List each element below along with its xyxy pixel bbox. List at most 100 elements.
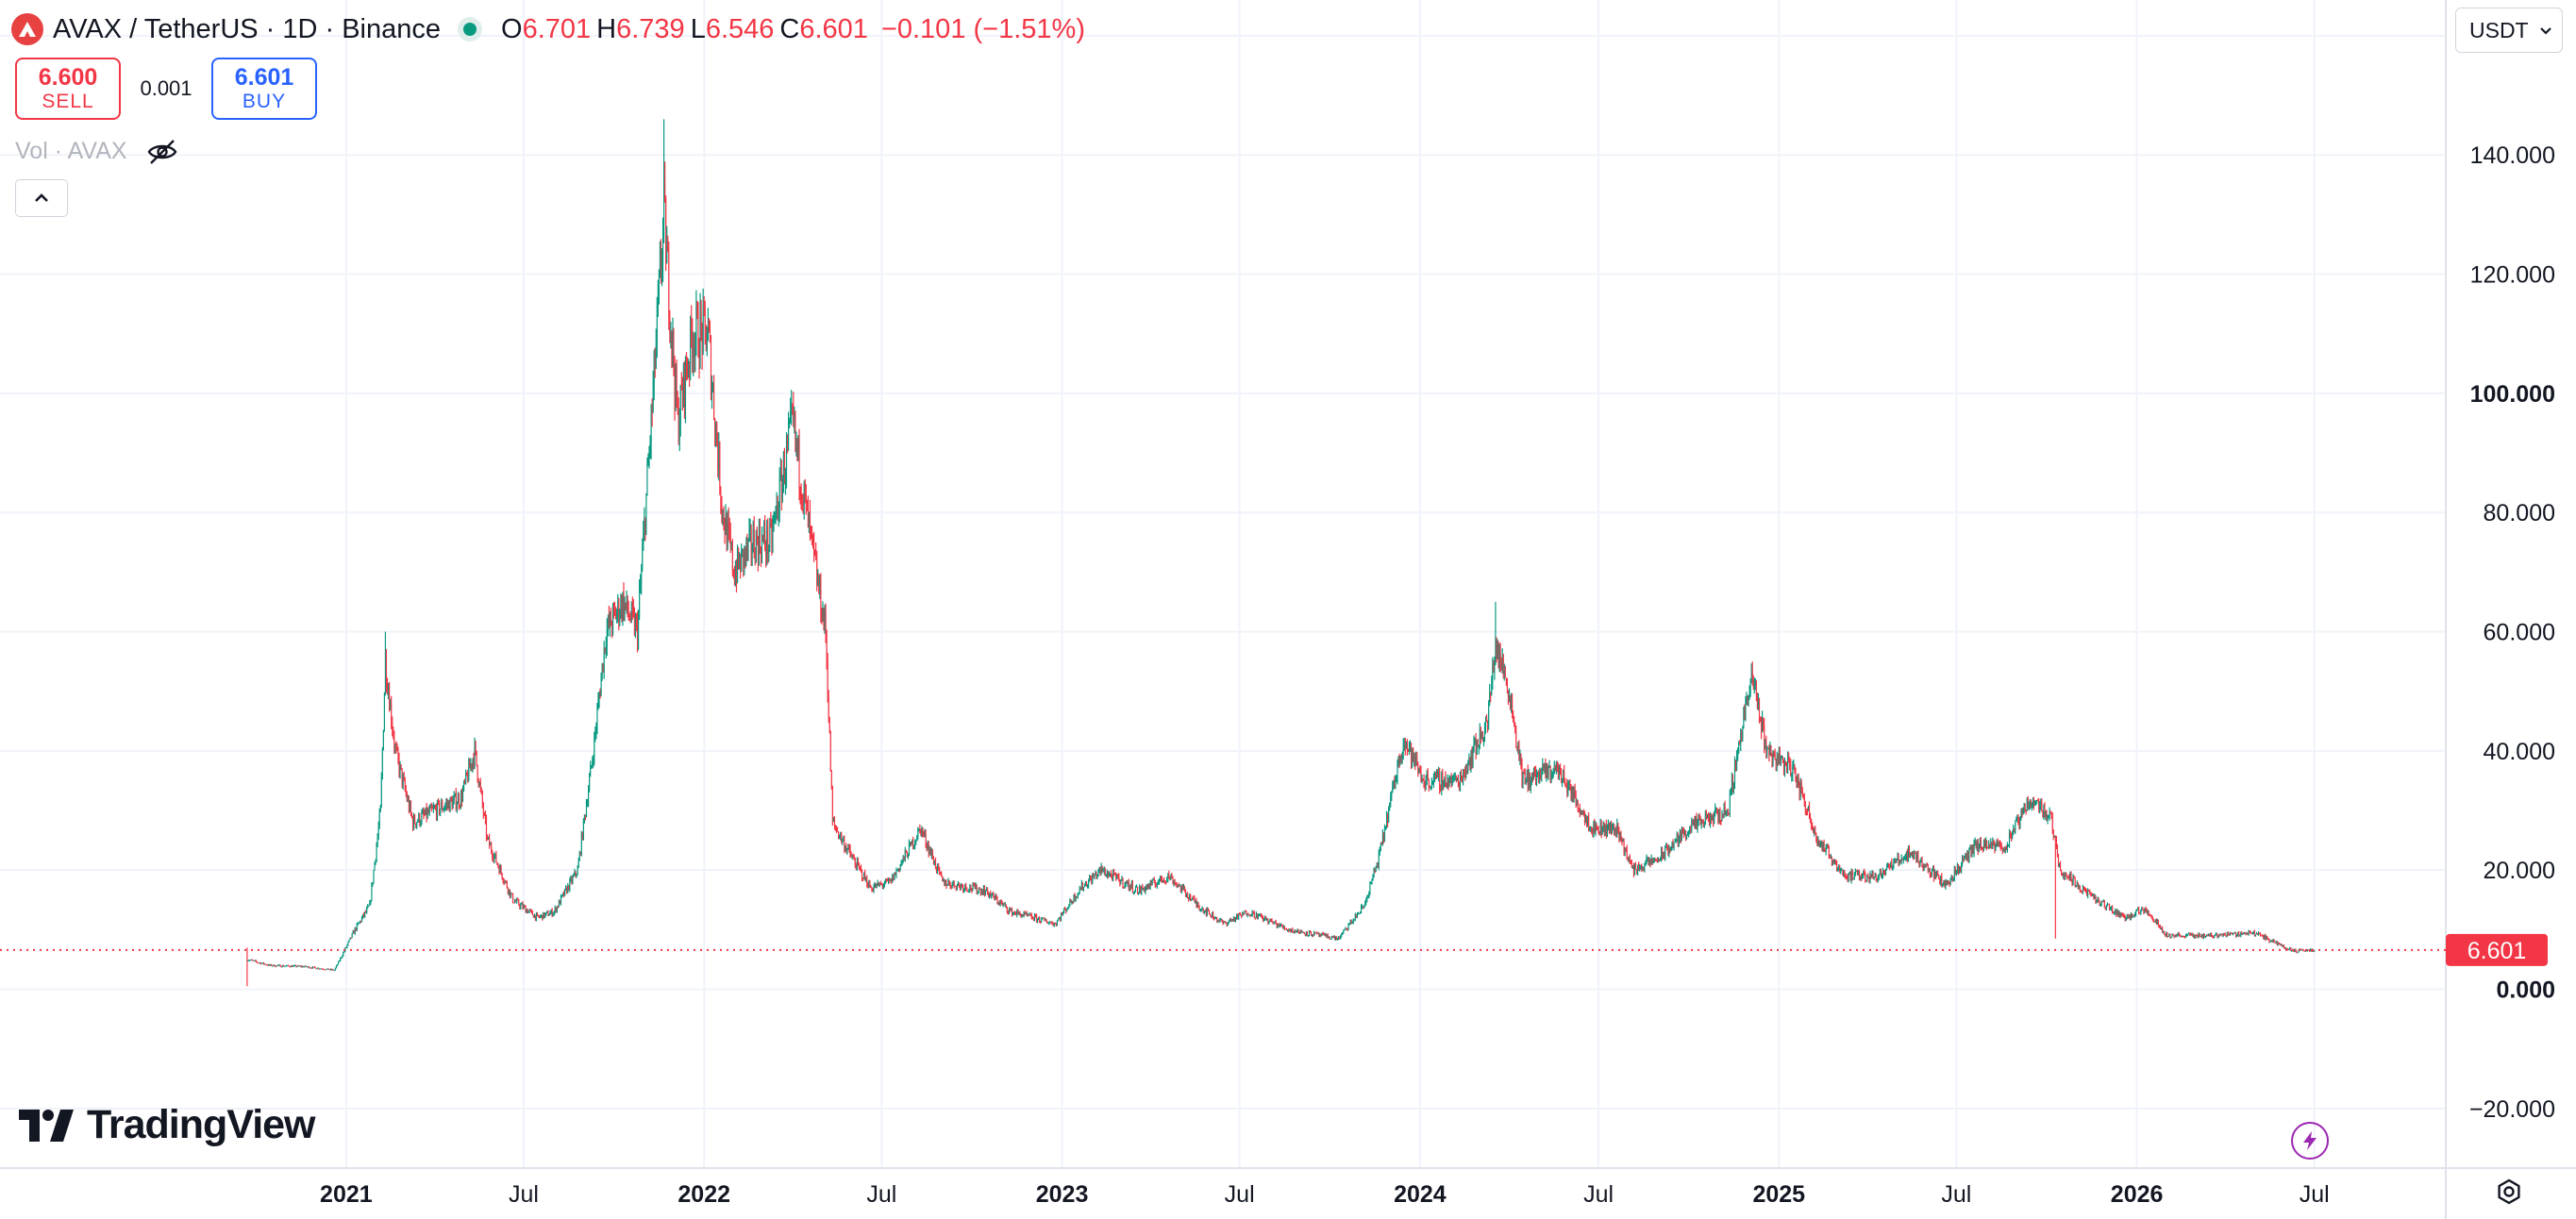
- candle[interactable]: [1458, 781, 1461, 792]
- candle[interactable]: [1672, 839, 1674, 849]
- candle[interactable]: [800, 483, 802, 510]
- candle[interactable]: [952, 880, 954, 887]
- candle[interactable]: [1817, 836, 1819, 847]
- candle[interactable]: [1094, 874, 1096, 880]
- candle[interactable]: [257, 961, 259, 963]
- candle[interactable]: [1800, 778, 1802, 794]
- candle[interactable]: [352, 929, 354, 934]
- candle[interactable]: [1785, 761, 1788, 774]
- candle[interactable]: [786, 434, 789, 454]
- candle[interactable]: [1750, 663, 1752, 684]
- candle[interactable]: [1006, 906, 1008, 914]
- candle[interactable]: [861, 877, 864, 882]
- candle[interactable]: [1102, 867, 1104, 873]
- candle[interactable]: [1079, 887, 1081, 891]
- candle[interactable]: [370, 899, 372, 906]
- candle[interactable]: [1628, 856, 1630, 863]
- candle[interactable]: [1718, 809, 1720, 824]
- candle[interactable]: [312, 966, 315, 968]
- candle[interactable]: [1789, 757, 1791, 771]
- candle[interactable]: [288, 965, 291, 967]
- candle[interactable]: [677, 397, 679, 445]
- candle[interactable]: [1505, 677, 1507, 687]
- candle[interactable]: [273, 964, 275, 967]
- candle[interactable]: [1576, 798, 1578, 807]
- candle[interactable]: [696, 300, 698, 320]
- candle[interactable]: [1310, 931, 1313, 936]
- candle[interactable]: [360, 915, 363, 923]
- candle[interactable]: [1746, 692, 1748, 706]
- candle[interactable]: [809, 499, 811, 542]
- candle[interactable]: [300, 965, 302, 968]
- candle[interactable]: [549, 910, 551, 915]
- candle[interactable]: [415, 823, 417, 828]
- candle[interactable]: [434, 804, 437, 810]
- candle[interactable]: [1377, 861, 1379, 869]
- candle[interactable]: [734, 560, 737, 587]
- candle[interactable]: [834, 825, 837, 831]
- candle[interactable]: [1755, 679, 1757, 702]
- candle[interactable]: [1723, 802, 1725, 818]
- candle[interactable]: [1251, 910, 1253, 917]
- candle[interactable]: [988, 891, 990, 898]
- candle[interactable]: [293, 964, 295, 967]
- candle[interactable]: [683, 360, 686, 419]
- candle[interactable]: [1278, 922, 1280, 927]
- candle[interactable]: [1473, 735, 1475, 753]
- candle[interactable]: [585, 798, 588, 818]
- candle[interactable]: [1494, 656, 1496, 680]
- candle[interactable]: [1849, 871, 1851, 881]
- candle[interactable]: [441, 797, 443, 810]
- candle[interactable]: [666, 225, 668, 264]
- candle[interactable]: [1108, 871, 1111, 877]
- candle[interactable]: [1651, 858, 1653, 866]
- candle[interactable]: [1524, 768, 1526, 785]
- candle[interactable]: [1707, 811, 1710, 823]
- candle[interactable]: [929, 846, 931, 857]
- candle[interactable]: [1766, 745, 1768, 759]
- candle[interactable]: [385, 648, 388, 693]
- candle[interactable]: [408, 795, 410, 814]
- candle[interactable]: [260, 962, 263, 965]
- candle[interactable]: [1042, 917, 1044, 920]
- candle[interactable]: [1151, 878, 1153, 886]
- candle[interactable]: [1319, 933, 1321, 938]
- candle[interactable]: [557, 905, 559, 909]
- candle[interactable]: [768, 544, 770, 562]
- candle[interactable]: [1343, 929, 1345, 934]
- candle[interactable]: [1406, 739, 1408, 756]
- candle[interactable]: [1695, 815, 1697, 829]
- candle[interactable]: [1153, 877, 1155, 884]
- candle[interactable]: [1832, 860, 1834, 866]
- candle[interactable]: [461, 785, 464, 803]
- candle[interactable]: [1531, 772, 1532, 786]
- candle[interactable]: [1215, 916, 1217, 920]
- candle[interactable]: [1699, 815, 1701, 826]
- candle[interactable]: [1070, 898, 1072, 903]
- candle[interactable]: [1807, 805, 1810, 811]
- candle[interactable]: [1660, 846, 1663, 862]
- candle[interactable]: [1299, 929, 1301, 934]
- candle[interactable]: [1156, 882, 1158, 890]
- candle[interactable]: [1829, 854, 1831, 859]
- candle[interactable]: [1542, 758, 1544, 775]
- candle[interactable]: [1553, 760, 1555, 775]
- candle[interactable]: [412, 812, 415, 830]
- candle[interactable]: [1041, 916, 1043, 923]
- candle[interactable]: [1774, 748, 1776, 760]
- candle[interactable]: [1681, 827, 1684, 834]
- candle[interactable]: [1030, 912, 1032, 920]
- candle[interactable]: [926, 843, 928, 852]
- candle[interactable]: [1019, 910, 1021, 916]
- candle[interactable]: [637, 610, 640, 650]
- candle[interactable]: [898, 868, 900, 873]
- candle[interactable]: [1618, 827, 1620, 843]
- candle[interactable]: [1461, 776, 1464, 783]
- candle[interactable]: [1480, 731, 1482, 740]
- candle[interactable]: [1079, 885, 1080, 894]
- candle[interactable]: [975, 882, 977, 891]
- candle[interactable]: [1238, 913, 1240, 921]
- candle[interactable]: [371, 881, 373, 902]
- candle[interactable]: [612, 601, 615, 619]
- candle[interactable]: [1395, 775, 1397, 790]
